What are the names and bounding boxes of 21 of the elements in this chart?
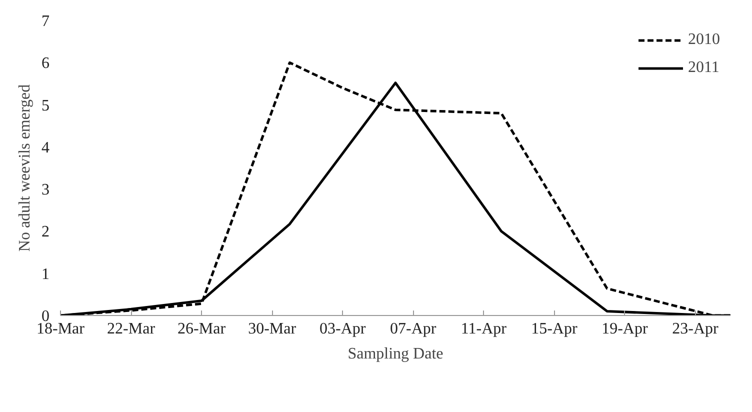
x-tick-label: 22-Mar: [107, 320, 156, 338]
y-tick-label: 7: [42, 13, 50, 30]
x-tick-label: 11-Apr: [460, 320, 508, 338]
x-tick-label: 23-Apr: [672, 320, 720, 338]
x-tick-label: 07-Apr: [390, 320, 437, 338]
x-tick-label: 26-Mar: [178, 320, 226, 338]
x-tick-label: 15-Apr: [531, 320, 578, 338]
y-tick-label: 3: [42, 182, 50, 199]
x-axis-title: Sampling Date: [348, 346, 444, 362]
y-tick-label: 5: [42, 97, 50, 114]
x-tick-label: 18-Mar: [36, 320, 86, 338]
x-tick-label: 03-Apr: [320, 320, 366, 338]
y-tick-label: 1: [42, 266, 50, 283]
x-tick-label: 19-Apr: [602, 320, 648, 338]
x-tick-label: 30-Mar: [248, 320, 297, 338]
legend-label: 2010: [688, 31, 720, 49]
y-axis-title: No adult weevils emerged: [16, 84, 34, 252]
y-tick-label: 2: [42, 224, 50, 241]
legend-label: 2011: [688, 59, 720, 77]
y-tick-label: 6: [42, 55, 50, 72]
y-tick-label: 4: [42, 139, 50, 156]
